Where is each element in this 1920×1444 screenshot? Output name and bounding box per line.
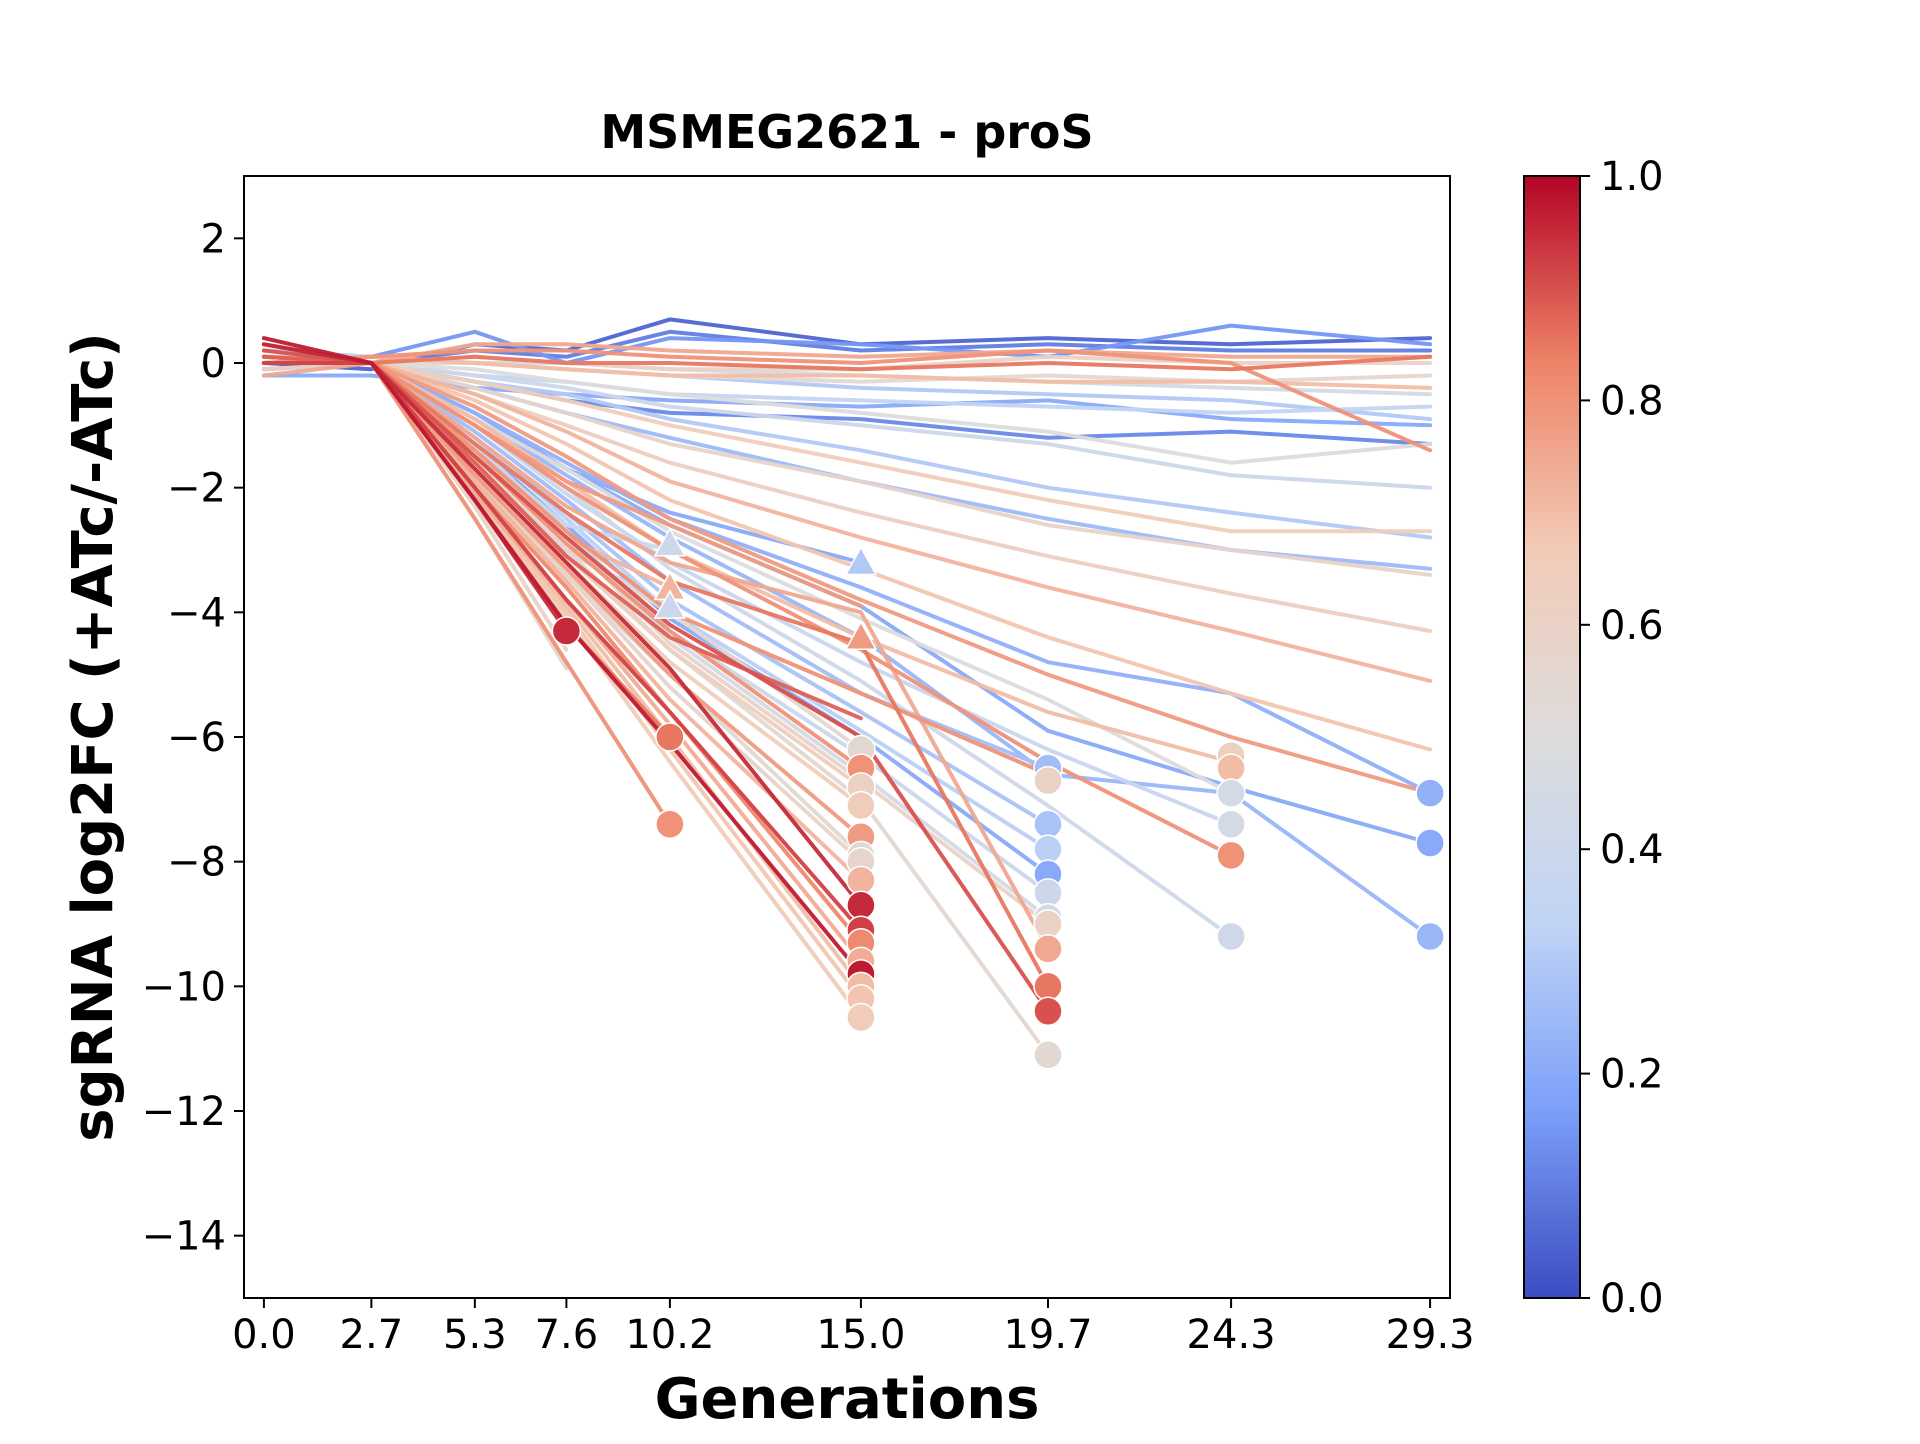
x-axis: 0.0 2.7 5.3 7.6 10.2 15.0 19.7 24.3 29.3: [232, 1298, 1475, 1358]
series-line: [261, 361, 1433, 490]
endpoint-marker: [1033, 996, 1063, 1027]
series-line: [261, 361, 1433, 534]
y-tick-label: −2: [167, 466, 226, 512]
x-tick-label: 15.0: [816, 1312, 905, 1358]
x-axis-label: Generations: [655, 1367, 1040, 1432]
series-line: [261, 354, 1433, 390]
chart-title: MSMEG2621 - proS: [600, 105, 1093, 159]
y-tick-label: 0: [201, 341, 226, 387]
endpoint-marker: [1033, 809, 1063, 840]
colorbar-tick-label: 0.2: [1600, 1052, 1664, 1098]
endpoint-marker: [1415, 778, 1445, 808]
x-tick-label: 0.0: [232, 1312, 296, 1358]
y-axis-label: sgRNA log2FC (+ATc/-ATc): [61, 332, 126, 1142]
series-line: [261, 354, 1433, 683]
series-line: [261, 361, 1234, 858]
endpoint-marker: [1216, 809, 1246, 840]
endpoint-marker: [1033, 878, 1063, 908]
x-tick-label: 5.3: [443, 1312, 507, 1358]
endpoint-marker: [551, 616, 582, 646]
endpoint-marker: [1415, 828, 1445, 858]
y-tick-label: 2: [201, 216, 226, 262]
series-line: [261, 348, 1433, 453]
colorbar-axis: 0.0 0.2 0.4 0.6 0.8 1.0: [1580, 154, 1664, 1322]
triangle-marker: [844, 620, 878, 651]
colorbar-tick-label: 0.0: [1600, 1276, 1664, 1322]
series-line: [261, 354, 1433, 577]
endpoint-marker: [846, 890, 876, 921]
endpoint-marker: [1033, 909, 1063, 939]
series-line: [261, 361, 1433, 796]
y-tick-label: −14: [142, 1214, 226, 1260]
colorbar-tick-label: 0.8: [1600, 378, 1664, 424]
x-tick-label: 10.2: [625, 1312, 714, 1358]
endpoint-marker: [1216, 921, 1246, 952]
y-tick-label: −12: [142, 1089, 226, 1135]
colorbar-tick-label: 0.4: [1600, 827, 1664, 873]
colorbar: [1523, 175, 1581, 1299]
x-tick-label: 29.3: [1386, 1312, 1475, 1358]
series-line: [261, 336, 863, 976]
x-tick-label: 2.7: [340, 1312, 404, 1358]
endpoint-marker: [1216, 778, 1246, 808]
y-axis: 2 0 −2 −4 −6 −8 −10 −12 −14: [142, 216, 244, 1260]
endpoint-marker: [1216, 840, 1246, 871]
series-line: [261, 323, 1433, 365]
series-line: [261, 354, 1433, 372]
endpoint-marker: [1033, 765, 1063, 796]
colorbar-tick-label: 1.0: [1600, 154, 1664, 200]
triangle-marker: [653, 589, 687, 619]
endpoint-marker: [846, 1002, 876, 1033]
endpoint-marker: [1415, 921, 1445, 952]
endpoint-marker: [1033, 1040, 1063, 1070]
y-tick-label: −4: [167, 590, 226, 636]
x-tick-label: 19.7: [1003, 1312, 1092, 1358]
series-line: [261, 361, 863, 933]
endpoint-marker: [846, 865, 876, 896]
y-tick-label: −10: [142, 964, 226, 1010]
series-line: [261, 361, 1433, 465]
x-tick-label: 7.6: [535, 1312, 599, 1358]
endpoint-marker: [846, 790, 876, 821]
endpoint-marker: [1216, 753, 1246, 783]
series-line: [261, 342, 1433, 378]
triangle-marker: [844, 545, 878, 576]
colorbar-tick-label: 0.6: [1600, 603, 1664, 649]
y-tick-label: −6: [167, 715, 226, 761]
endpoint-marker: [1033, 934, 1063, 964]
endpoint-marker: [655, 809, 685, 840]
endpoint-marker: [1033, 834, 1063, 864]
x-tick-label: 24.3: [1187, 1312, 1276, 1358]
triangle-marker: [653, 527, 687, 557]
endpoint-marker: [1033, 971, 1063, 1002]
y-tick-label: −8: [167, 840, 226, 886]
endpoint-marker: [655, 722, 685, 752]
marker-layer: [551, 527, 1445, 1070]
